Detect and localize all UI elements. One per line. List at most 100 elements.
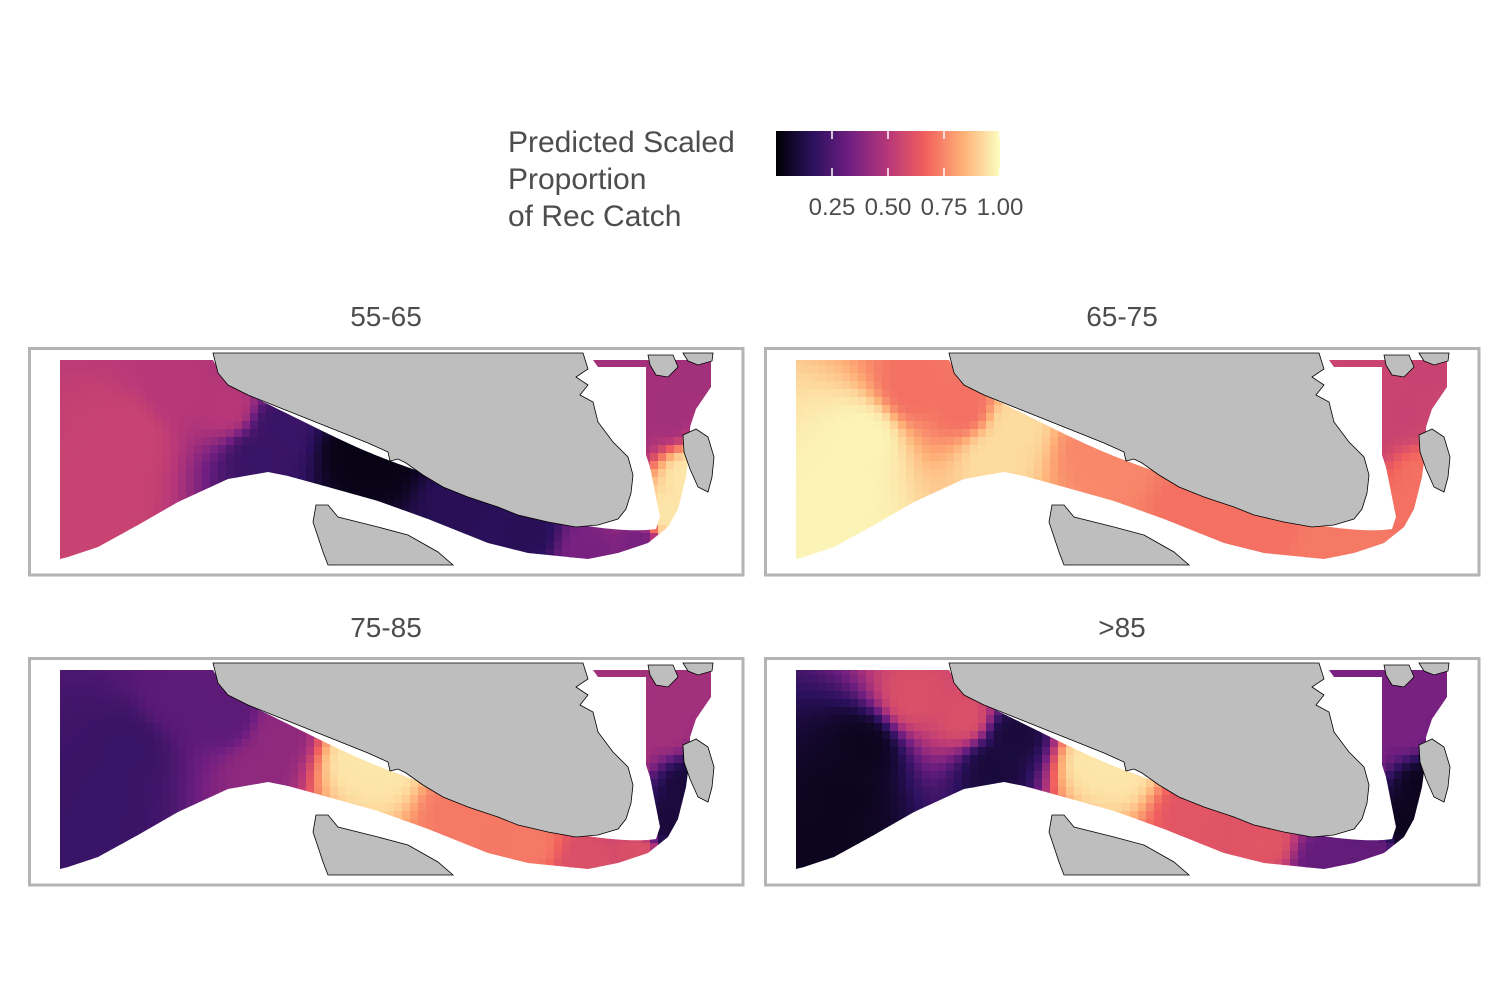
heatmap-cell [498, 549, 507, 558]
heatmap-cell [602, 360, 611, 366]
heatmap-cell [1090, 445, 1099, 454]
heatmap-cell [1210, 509, 1219, 518]
heatmap-cell [906, 509, 915, 518]
heatmap-cell [1322, 549, 1331, 558]
heatmap-cell [986, 557, 995, 559]
heatmap-cell [322, 445, 331, 454]
heatmap-cell [1010, 485, 1019, 494]
heatmap-cell [882, 485, 891, 494]
heatmap-cell [882, 360, 891, 366]
heatmap-cell [170, 389, 179, 398]
heatmap-cell [642, 373, 651, 382]
heatmap-cell [1322, 360, 1331, 366]
heatmap-cell [362, 477, 371, 486]
heatmap-cell [250, 485, 259, 494]
heatmap-cell [66, 509, 75, 518]
heatmap-cell [666, 683, 675, 692]
heatmap-cell [834, 469, 843, 478]
heatmap-cell [1298, 533, 1307, 542]
heatmap-cell [858, 381, 867, 390]
heatmap-cell [634, 707, 643, 716]
heatmap-cell [1410, 541, 1419, 550]
heatmap-cell [466, 557, 475, 559]
heatmap-cell [154, 413, 163, 422]
heatmap-cell [562, 549, 571, 558]
heatmap-cell [1202, 509, 1211, 518]
heatmap-cell [1018, 501, 1027, 510]
heatmap-cell [866, 477, 875, 486]
heatmap-cell [796, 445, 803, 454]
heatmap-cell [138, 683, 147, 692]
heatmap-cell [826, 549, 835, 558]
heatmap-cell [138, 707, 147, 716]
heatmap-cell [306, 445, 315, 454]
heatmap-cell [938, 389, 947, 398]
heatmap-cell [802, 445, 811, 454]
heatmap-cell [834, 549, 843, 558]
heatmap-cell [706, 557, 711, 559]
heatmap-cell [690, 381, 699, 390]
heatmap-cell [1170, 541, 1179, 550]
heatmap-cell [346, 469, 355, 478]
heatmap-cell [682, 381, 691, 390]
heatmap-cell [1442, 493, 1447, 502]
heatmap-cell [810, 477, 819, 486]
heatmap-cell [898, 485, 907, 494]
heatmap-cell [1370, 525, 1379, 534]
heatmap-cell [986, 525, 995, 534]
heatmap-cell [714, 533, 723, 542]
heatmap-cell [1010, 477, 1019, 486]
heatmap-cell [218, 699, 227, 708]
heatmap-cell [834, 557, 843, 559]
heatmap-cell [1346, 360, 1355, 366]
heatmap-cell [698, 381, 707, 390]
heatmap-cell [130, 699, 139, 708]
heatmap-cell [242, 485, 251, 494]
heatmap-cell [1138, 493, 1147, 502]
heatmap-cell [562, 533, 571, 542]
heatmap-cell [186, 715, 195, 724]
heatmap-cell [106, 405, 115, 414]
heatmap-cell [162, 557, 171, 559]
heatmap-cell [796, 381, 803, 390]
heatmap-cell [626, 525, 635, 534]
heatmap-cell [796, 493, 803, 502]
heatmap-cell [906, 493, 915, 502]
heatmap-cell [106, 485, 115, 494]
heatmap-cell [266, 557, 275, 559]
heatmap-cell [226, 549, 235, 558]
heatmap-cell [842, 453, 851, 462]
heatmap-cell [194, 549, 203, 558]
heatmap-cell [442, 533, 451, 542]
heatmap-cell [962, 397, 971, 406]
heatmap-cell [74, 373, 83, 382]
heatmap-cell [1274, 557, 1283, 559]
legend-tick-label: 0.25 [809, 194, 856, 221]
heatmap-cell [1346, 525, 1355, 534]
heatmap-cell [642, 699, 651, 708]
heatmap-cell [362, 469, 371, 478]
heatmap-cell [330, 461, 339, 470]
heatmap-cell [130, 453, 139, 462]
legend-tick-label: 0.75 [921, 194, 968, 221]
heatmap-cell [242, 413, 251, 422]
heatmap-cell [1290, 557, 1299, 559]
heatmap-cell [634, 429, 643, 438]
heatmap-cell [514, 557, 523, 559]
heatmap-cell [818, 453, 827, 462]
heatmap-cell [578, 533, 587, 542]
heatmap-cell [218, 493, 227, 502]
heatmap-cell [1250, 557, 1259, 559]
heatmap-cell [1370, 445, 1379, 454]
heatmap-cell [834, 477, 843, 486]
heatmap-cell [850, 485, 859, 494]
heatmap-cell [930, 501, 939, 510]
heatmap-cell [1194, 557, 1203, 559]
heatmap-cell [114, 373, 123, 382]
heatmap-cell [802, 469, 811, 478]
heatmap-cell [1306, 557, 1315, 559]
heatmap-cell [1370, 421, 1379, 430]
heatmap-cell [274, 437, 283, 446]
heatmap-cell [1450, 365, 1459, 374]
heatmap-cell [170, 683, 179, 692]
